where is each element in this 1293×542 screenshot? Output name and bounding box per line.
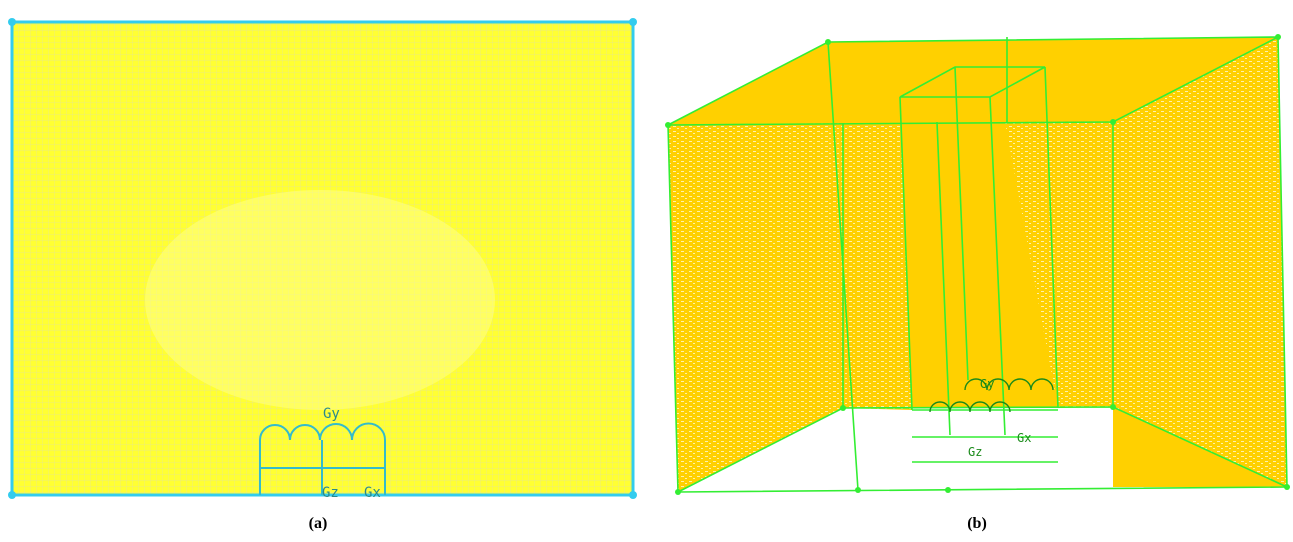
panel-a: Gy Gz Gx (a)	[8, 18, 637, 532]
left-face	[668, 123, 843, 492]
figure: Gy Gz Gx (a) Gy Gz Gx (b)	[0, 0, 1293, 542]
label-gx: Gx	[364, 485, 381, 501]
panel-b: Gy Gz Gx (b)	[665, 34, 1290, 532]
label-gx: Gx	[1017, 431, 1031, 445]
caption-b: (b)	[967, 515, 987, 532]
label-gz: Gz	[968, 445, 982, 459]
mesh-refinement	[145, 190, 495, 410]
inner-face	[843, 122, 912, 410]
caption-a: (a)	[309, 515, 328, 532]
label-gy: Gy	[980, 377, 994, 391]
label-gy: Gy	[323, 406, 340, 422]
label-gz: Gz	[322, 485, 339, 501]
